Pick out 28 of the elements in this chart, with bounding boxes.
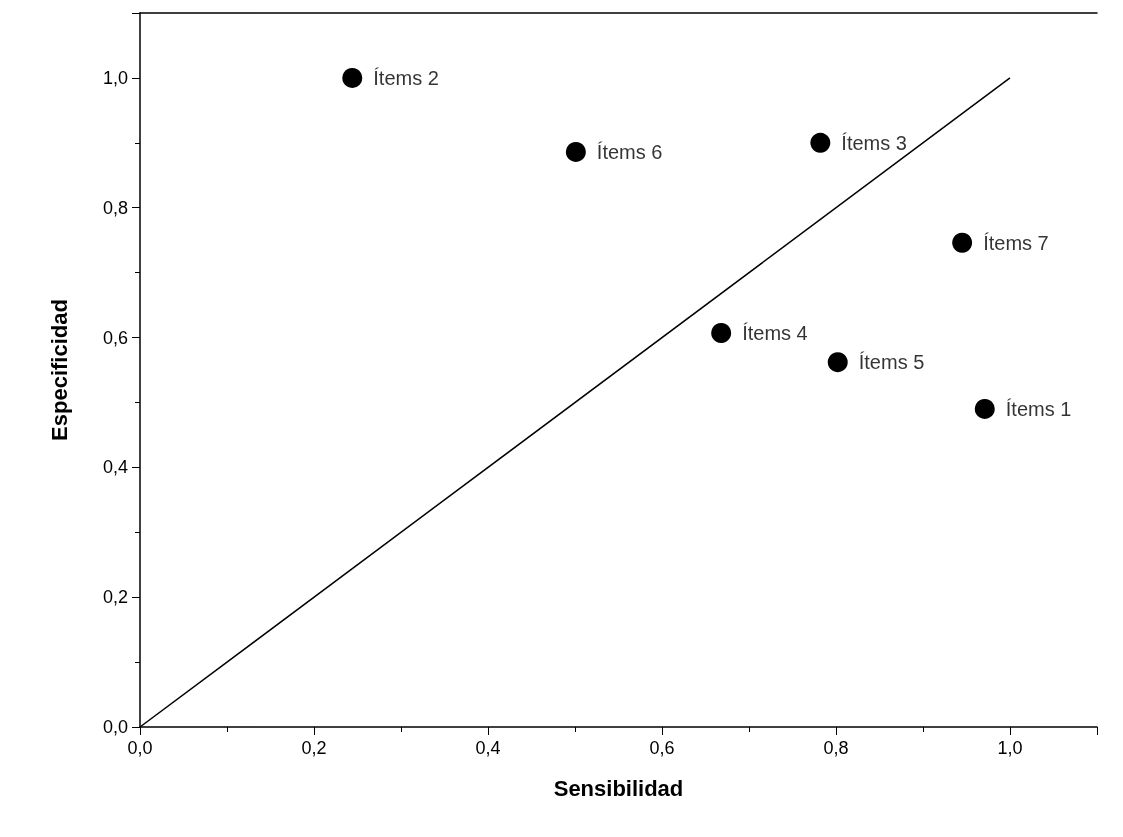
annotation: Ítems 2 <box>373 66 439 89</box>
annotation: Ítems 3 <box>841 131 907 154</box>
point <box>974 398 995 419</box>
point <box>810 132 831 153</box>
point <box>711 323 732 343</box>
y-tick-label: 0,8 <box>102 197 128 218</box>
point <box>342 67 363 88</box>
annotation: Ítems 1 <box>1005 397 1072 420</box>
x-axis-title: Sensibilidad <box>553 775 684 801</box>
x-tick-label: 0,2 <box>301 738 327 758</box>
y-tick-label: 1,0 <box>102 67 128 88</box>
point <box>952 232 973 253</box>
point <box>827 352 848 373</box>
x-tick-label: 0,0 <box>127 738 153 758</box>
annotation: Ítems 4 <box>742 322 808 344</box>
y-tick-label: 0,2 <box>102 587 128 608</box>
y-tick-label: 0,6 <box>102 327 128 348</box>
x-tick-label: 1,0 <box>997 738 1023 758</box>
y-tick-label: 0,4 <box>102 457 128 478</box>
y-tick-label: 0,0 <box>102 717 128 737</box>
annotation: Ítems 6 <box>596 140 663 163</box>
point <box>565 141 586 162</box>
x-tick-label: 0,8 <box>823 738 849 758</box>
annotation: Ítems 5 <box>858 351 925 374</box>
x-tick-label: 0,6 <box>649 738 675 758</box>
y-axis-title: Especificidad <box>46 299 72 441</box>
x-tick-label: 0,4 <box>475 738 501 758</box>
annotation: Ítems 7 <box>983 231 1049 254</box>
